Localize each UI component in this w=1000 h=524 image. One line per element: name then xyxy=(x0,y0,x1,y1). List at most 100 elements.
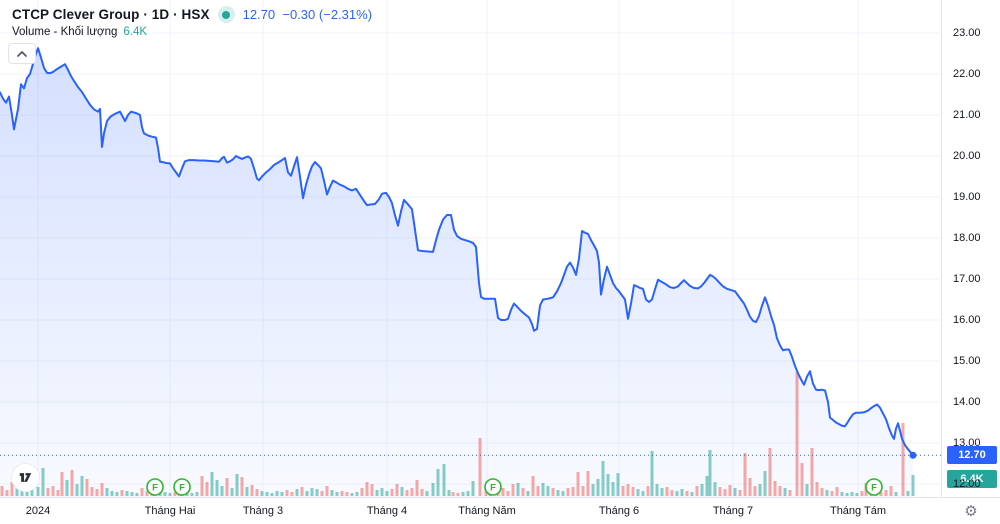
financial-report-marker[interactable]: F xyxy=(865,478,883,496)
price-tick-label: 22.00 xyxy=(953,67,981,80)
volume-bar xyxy=(135,493,139,496)
volume-bar xyxy=(788,490,792,496)
svg-text:F: F xyxy=(490,483,496,494)
volume-bar xyxy=(581,486,585,496)
volume-bar xyxy=(385,491,389,496)
volume-bar xyxy=(626,484,630,496)
financial-report-marker[interactable]: F xyxy=(173,478,191,496)
financial-report-marker[interactable]: F xyxy=(146,478,164,496)
volume-bar xyxy=(733,488,737,496)
price-tick-label: 16.00 xyxy=(953,313,981,326)
price-change-pct: (−2.31%) xyxy=(318,7,373,22)
volume-bar xyxy=(778,486,782,496)
time-tick-label: 2024 xyxy=(25,505,51,517)
symbol-title[interactable]: CTCP Clever Group · 1D · HSX xyxy=(12,7,210,22)
volume-bar xyxy=(140,488,144,496)
volume-bar xyxy=(370,484,374,496)
volume-bar xyxy=(566,488,570,496)
volume-bar xyxy=(355,492,359,496)
volume-bar xyxy=(541,483,545,496)
volume-bar xyxy=(586,471,590,496)
volume-bar xyxy=(753,486,757,496)
volume-bar xyxy=(456,493,460,496)
volume-bar xyxy=(447,490,451,496)
volume-bar xyxy=(25,492,29,496)
volume-bar xyxy=(795,372,799,496)
volume-bar xyxy=(51,486,55,496)
volume-bar xyxy=(0,486,4,496)
gear-icon: ⚙ xyxy=(964,503,978,520)
price-axis[interactable]: 12.70 6.4K 23.00 22.00 21.00 20.00 19.00 18.0… xyxy=(941,0,1000,497)
volume-bar xyxy=(145,491,149,496)
collapse-legend-button[interactable] xyxy=(8,43,36,64)
volume-bar xyxy=(375,490,379,496)
volume-bar xyxy=(879,492,883,496)
volume-legend[interactable]: Volume - Khối lượng 6.4K xyxy=(12,26,147,38)
volume-bar xyxy=(723,489,727,496)
volume-bar xyxy=(315,489,319,496)
volume-bar xyxy=(884,490,888,496)
volume-bar xyxy=(511,484,515,496)
volume-bar xyxy=(526,491,530,496)
volume-bar xyxy=(758,484,762,496)
volume-bar xyxy=(825,490,829,496)
volume-bar xyxy=(163,492,167,496)
volume-bar xyxy=(690,492,694,496)
last-price-values: 12.70 −0.30 (−2.31%) xyxy=(243,7,372,22)
volume-bar xyxy=(700,484,704,496)
volume-bar xyxy=(260,491,264,496)
volume-bar xyxy=(695,486,699,496)
volume-bar xyxy=(335,492,339,496)
price-tick-label: 17.00 xyxy=(953,272,981,285)
volume-bar xyxy=(665,487,669,496)
volume-bar xyxy=(390,489,394,496)
time-tick-label: Tháng 3 xyxy=(242,505,284,517)
time-axis[interactable]: ⚙ 2024 Tháng Hai Tháng 3 Tháng 4 Tháng Năm Th… xyxy=(0,497,1000,524)
volume-bar xyxy=(800,463,804,496)
volume-bar xyxy=(830,491,834,496)
volume-bar xyxy=(80,476,84,496)
volume-bar xyxy=(235,474,239,496)
volume-bar xyxy=(650,451,654,496)
price-tick-label: 18.00 xyxy=(953,231,981,244)
axis-settings-button[interactable]: ⚙ xyxy=(960,501,982,523)
volume-bar xyxy=(173,492,177,496)
volume-bar xyxy=(911,475,915,496)
volume-bar xyxy=(576,472,580,496)
volume-bar xyxy=(646,486,650,496)
volume-bar xyxy=(810,448,814,496)
chart-canvas[interactable]: F F F F CTCP Clever Group · 1D · HSX 12.70 … xyxy=(0,0,941,497)
volume-bar xyxy=(5,490,9,496)
volume-bar xyxy=(815,482,819,496)
tradingview-watermark[interactable] xyxy=(11,463,40,492)
volume-bar xyxy=(850,492,854,496)
volume-bar xyxy=(275,491,279,496)
volume-bar xyxy=(675,491,679,496)
volume-bar xyxy=(340,491,344,496)
chart-legend[interactable]: CTCP Clever Group · 1D · HSX 12.70 −0.30… xyxy=(12,6,372,23)
volume-bar xyxy=(410,488,414,496)
volume-bar xyxy=(466,491,470,496)
volume-bar xyxy=(521,488,525,496)
volume-bar xyxy=(655,484,659,496)
volume-bar xyxy=(451,492,455,496)
volume-label: Volume - Khối lượng xyxy=(12,26,118,38)
volume-bar xyxy=(660,488,664,496)
financial-report-marker[interactable]: F xyxy=(484,478,502,496)
volume-bar xyxy=(10,482,14,496)
price-tick-label: 20.00 xyxy=(953,149,981,162)
volume-bar xyxy=(461,492,465,496)
volume-bar xyxy=(195,492,199,496)
volume-axis-badge: 6.4K xyxy=(947,470,997,488)
last-price-dot xyxy=(909,451,917,459)
volume-bar xyxy=(56,490,60,496)
volume-bar xyxy=(60,472,64,496)
volume-bar xyxy=(365,482,369,496)
volume-bar xyxy=(300,487,304,496)
volume-bar xyxy=(591,484,595,496)
volume-bar xyxy=(15,488,19,496)
volume-bar xyxy=(546,486,550,496)
volume-bar xyxy=(685,491,689,496)
svg-text:F: F xyxy=(152,483,158,494)
